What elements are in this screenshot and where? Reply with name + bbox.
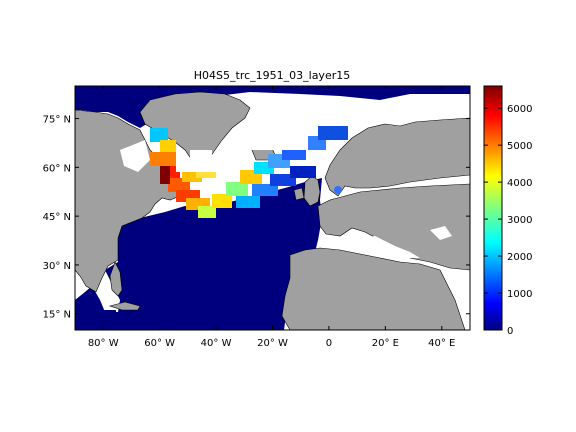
- map-axis-ticks: 80° W 60° W 40° W 20° W 0 20° E 40° E 75° N 60° …: [43, 86, 470, 349]
- tracer-cell: [334, 186, 342, 194]
- land-florida: [109, 261, 123, 297]
- ocean-cell: [120, 318, 132, 330]
- x-tick-label: 60° W: [144, 338, 175, 349]
- mediterranean-no-data: [350, 236, 420, 258]
- land-masses: [75, 91, 470, 330]
- tracer-cell: [212, 194, 232, 208]
- land-europe: [317, 183, 470, 271]
- y-tick-label: 15° N: [43, 310, 71, 321]
- land-cuba: [108, 301, 141, 311]
- ocean-field-atlantic: [75, 178, 322, 330]
- black-sea-no-data: [430, 226, 452, 240]
- colorbar-tick-label: 1000: [507, 289, 532, 300]
- tracer-plume: [150, 108, 348, 218]
- tracer-cell: [150, 128, 168, 142]
- land-scandinavia: [324, 117, 470, 197]
- no-data-cell: [190, 150, 212, 160]
- tracer-cell-max: [160, 166, 170, 184]
- ocean-cell: [100, 310, 116, 318]
- y-tick-label: 60° N: [43, 163, 71, 174]
- tracer-cell: [226, 182, 248, 196]
- x-tick-label: 80° W: [88, 338, 119, 349]
- y-tick-label: 30° N: [43, 261, 71, 272]
- no-data-cell: [176, 160, 216, 172]
- x-tick-label: 20° E: [372, 338, 399, 349]
- tracer-cell: [198, 206, 216, 218]
- tracer-cell: [236, 196, 260, 208]
- tracer-cell: [270, 174, 296, 186]
- hudson-bay-no-data: [120, 140, 150, 172]
- tracer-cell: [318, 126, 348, 140]
- x-tick-label: 20° W: [257, 338, 288, 349]
- map-title: H04S5_trc_1951_03_layer15: [194, 69, 350, 82]
- colorbar-tick-label: 3000: [507, 215, 532, 226]
- ocean-cell: [88, 300, 100, 310]
- map-panel: [75, 86, 470, 330]
- tracer-cell: [252, 184, 278, 196]
- tracer-cell: [290, 166, 316, 178]
- land-africa: [281, 247, 466, 330]
- colorbar-tick-label: 2000: [507, 252, 532, 263]
- x-tick-label: 40° E: [428, 338, 455, 349]
- y-tick-label: 75° N: [43, 115, 71, 126]
- land-ireland: [293, 187, 305, 201]
- no-data-cell: [248, 130, 308, 150]
- no-data-cell: [270, 108, 330, 126]
- tracer-cell: [150, 152, 176, 166]
- x-tick-label: 40° W: [201, 338, 232, 349]
- y-tick-label: 45° N: [43, 212, 71, 223]
- colorbar-tick-label: 4000: [507, 178, 532, 189]
- colorbar-tick-label: 0: [507, 326, 513, 337]
- colorbar-gradient: [483, 85, 503, 331]
- tracer-cell: [160, 140, 176, 154]
- x-tick-label: 0: [326, 338, 332, 349]
- colorbar: 0 1000 2000 3000 4000 5000 6000: [483, 85, 532, 337]
- colorbar-ticks: 0 1000 2000 3000 4000 5000 6000: [484, 104, 532, 337]
- colorbar-tick-label: 5000: [507, 141, 532, 152]
- colorbar-tick-label: 6000: [507, 104, 532, 115]
- land-britain: [303, 175, 321, 207]
